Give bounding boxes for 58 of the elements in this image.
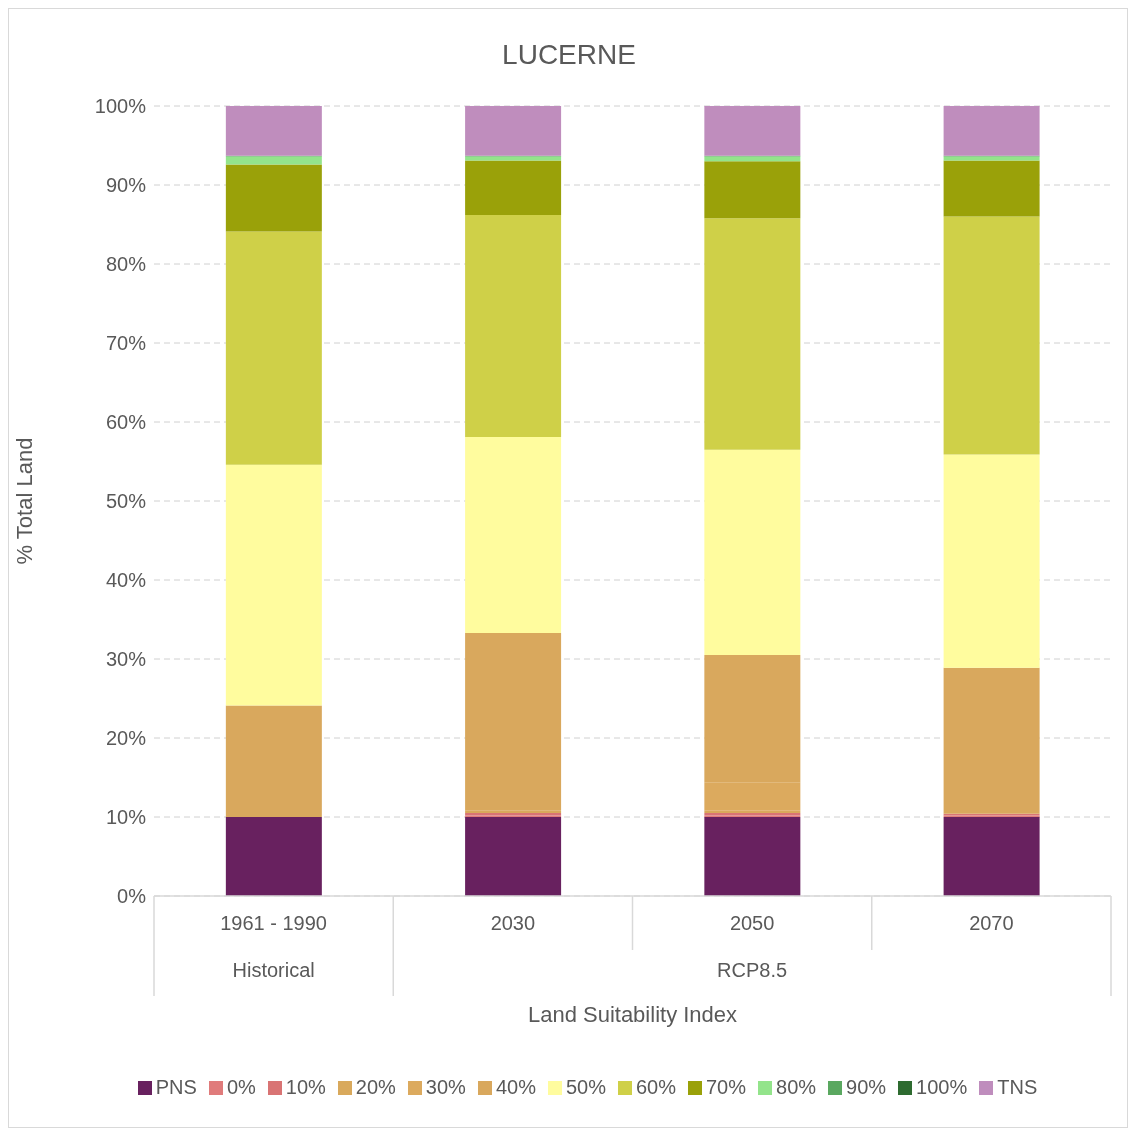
bar [225, 106, 322, 156]
y-axis-title: % Total Land [11, 437, 37, 565]
bar [943, 160, 1040, 217]
text: RCP8.5 [717, 959, 788, 981]
bar [943, 156, 1040, 161]
legend-label: 50% [564, 1076, 606, 1099]
bar [225, 705, 322, 817]
y-tick-label: 10% [105, 806, 147, 829]
bar [465, 632, 562, 811]
bar [943, 216, 1040, 455]
x-axis-title: Land Suitability Index [527, 1002, 738, 1027]
bar [225, 817, 322, 896]
y-tick-label: 70% [105, 332, 147, 355]
legend-label: 90% [845, 1076, 887, 1099]
x-tick-label: 2050 [729, 912, 775, 934]
bar [465, 817, 562, 896]
bar [704, 449, 801, 656]
bar [943, 454, 1040, 668]
legend-label: 40% [494, 1076, 536, 1099]
bar [943, 106, 1040, 156]
y-tick-label: 40% [105, 569, 147, 592]
x-tick-label: 2030 [490, 912, 536, 934]
bar [704, 161, 801, 219]
text: Historical [232, 959, 315, 981]
bar [704, 106, 801, 156]
legend-label: 30% [424, 1076, 466, 1099]
bar [225, 231, 322, 465]
legend-label: 80% [775, 1076, 817, 1099]
bar [704, 218, 801, 450]
legend-label: 0% [225, 1076, 256, 1099]
bar [225, 464, 322, 706]
bar [704, 817, 801, 896]
bar [225, 164, 322, 232]
legend-label: 100% [915, 1076, 968, 1099]
bar [465, 215, 562, 438]
legend-label: 10% [284, 1076, 326, 1099]
y-tick-label: 0% [117, 885, 147, 908]
y-tick-label: 100% [94, 95, 147, 118]
bar [465, 156, 562, 161]
y-tick-label: 30% [105, 648, 147, 671]
y-tick-label: 50% [105, 490, 147, 513]
chart-title: LUCERNE [501, 39, 637, 71]
legend-label: 70% [705, 1076, 747, 1099]
legend-label: TNS [996, 1076, 1038, 1099]
y-tick-label: 90% [105, 174, 147, 197]
y-tick-label: 80% [105, 253, 147, 276]
legend-label: 60% [634, 1076, 676, 1099]
legend-label: PNS [154, 1076, 197, 1099]
bar [943, 667, 1040, 814]
x-tick-label: 2070 [969, 912, 1014, 934]
bar [465, 437, 562, 633]
x-tick-label: 1961 - 1990 [220, 912, 328, 934]
bar [465, 106, 562, 156]
bar [465, 160, 562, 216]
legend-label: 20% [354, 1076, 396, 1099]
bar [943, 817, 1040, 896]
y-tick-label: 20% [105, 727, 147, 750]
y-tick-label: 60% [105, 411, 147, 434]
